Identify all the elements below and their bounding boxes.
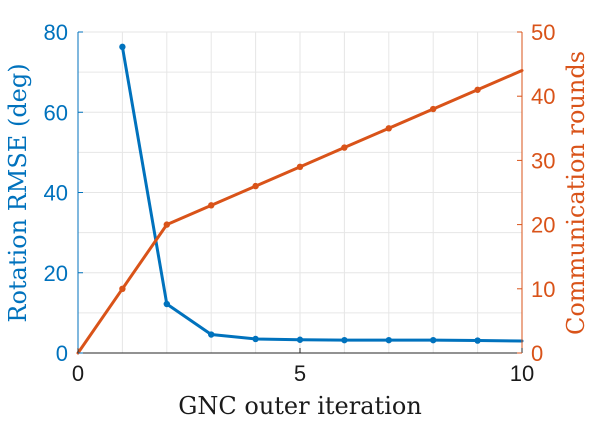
right-y-tick-label: 50 [531,20,555,45]
communication-rounds-point [119,285,126,292]
rotation-rmse-point [208,331,215,338]
x-axis-label: GNC outer iteration [178,392,422,420]
left-y-tick-label: 20 [44,261,68,286]
right-y-tick-label: 40 [531,84,555,109]
communication-rounds-point [430,105,437,113]
communication-rounds-point [474,86,481,93]
rotation-rmse-point [385,336,392,344]
communication-rounds-point [252,182,259,190]
communication-rounds-point [163,221,170,228]
right-y-tick-label: 20 [531,213,555,238]
rotation-rmse-point [163,300,170,308]
rotation-rmse-point [474,337,481,344]
rotation-rmse-point [119,43,126,51]
rotation-rmse-point [296,336,304,343]
right-y-tick-label: 30 [531,148,555,173]
right-y-axis-label: Communication rounds [562,51,590,335]
x-tick-label: 0 [72,361,84,386]
left-y-tick-label: 80 [44,20,68,45]
communication-rounds-point [385,125,392,132]
right-y-tick-label: 10 [531,277,555,302]
axes [77,31,523,354]
left-y-axis-label: Rotation RMSE (deg) [4,63,32,322]
x-tick-label: 10 [510,361,534,386]
rotation-rmse-point [430,336,437,344]
left-y-tick-label: 0 [56,341,68,366]
rotation-rmse-point [341,336,348,344]
left-y-tick-label: 60 [44,100,68,125]
series-layer [76,43,524,355]
x-tick-label: 5 [294,361,306,386]
communication-rounds-point [208,202,215,209]
rotation-rmse-line [120,45,524,343]
left-y-tick-label: 40 [44,181,68,206]
communication-rounds-point [341,144,348,151]
right-y-tick-label: 0 [531,341,543,366]
communication-rounds-point [296,163,304,171]
rotation-rmse-point [252,335,259,343]
grid [77,31,523,354]
